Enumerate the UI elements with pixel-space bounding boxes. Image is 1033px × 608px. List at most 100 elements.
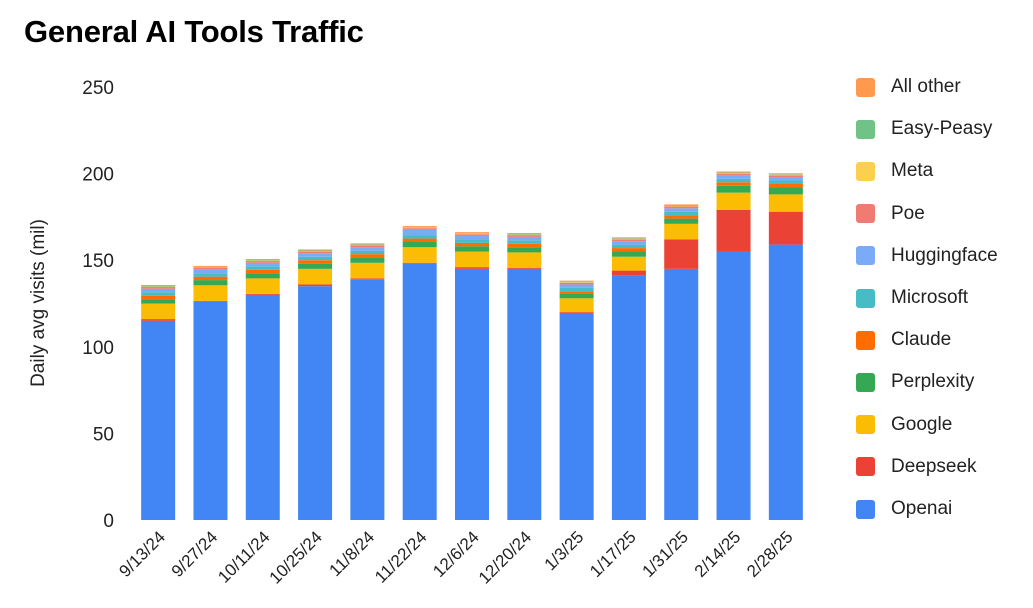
bar-segment-microsoft	[245, 266, 280, 270]
legend-label: Deepseek	[891, 455, 977, 477]
bar-segment-google	[664, 223, 699, 240]
bar-segment-easy-peasy	[559, 281, 594, 283]
bar-segment-claude	[193, 276, 228, 281]
legend-item: Perplexity	[856, 371, 974, 393]
bar-segment-google	[402, 247, 437, 263]
bar-segment-perplexity	[455, 246, 489, 252]
bar-segment-claude	[402, 238, 437, 243]
bar-stack	[611, 237, 646, 520]
x-tick-label: 12/20/24	[475, 527, 535, 587]
bar-segment-perplexity	[141, 299, 176, 304]
chart-title: General AI Tools Traffic	[24, 14, 364, 49]
bar-segment-google	[611, 256, 646, 271]
bar-segment-microsoft	[507, 240, 542, 244]
bar-segment-claude	[716, 182, 751, 186]
bar-segment-openai	[507, 268, 542, 520]
bar-segment-deepseek	[716, 209, 751, 252]
legend-item: Deepseek	[856, 456, 977, 478]
legend-item: Google	[856, 414, 952, 436]
legend-label: Microsoft	[891, 287, 969, 308]
legend-swatch	[856, 415, 875, 435]
legend-label: Perplexity	[891, 371, 975, 393]
bar-segment-perplexity	[193, 280, 228, 286]
bar-segment-easy-peasy	[245, 260, 280, 261]
bar-segment-openai	[716, 251, 751, 521]
bar-segment-microsoft	[664, 211, 699, 216]
bar-segment-meta	[455, 233, 489, 235]
bar-segment-openai	[455, 268, 489, 520]
y-tick-label: 50	[93, 424, 114, 445]
bar-segment-poe	[455, 234, 489, 236]
legend-item: Claude	[856, 329, 951, 351]
bar-stacks	[141, 171, 803, 521]
bar-segment-perplexity	[611, 251, 646, 257]
bar-segment-meta	[507, 234, 542, 236]
x-tick-label: 10/25/24	[266, 527, 326, 587]
bar-segment-perplexity	[402, 242, 437, 248]
bar-segment-claude	[350, 254, 385, 258]
bar-segment-huggingface	[141, 288, 176, 293]
bar-segment-easy-peasy	[716, 172, 751, 174]
bar-segment-perplexity	[350, 257, 385, 263]
bar-segment-deepseek	[298, 284, 333, 287]
legend-label: Easy-Peasy	[891, 118, 993, 140]
bar-segment-perplexity	[507, 247, 542, 253]
legend-label: Huggingface	[891, 244, 998, 266]
bar-segment-deepseek	[768, 211, 803, 245]
bar-segment-poe	[350, 245, 385, 248]
bar-segment-perplexity	[768, 187, 803, 195]
legend-label: Google	[891, 413, 953, 435]
bar-stack	[559, 280, 594, 520]
legend-item: Poe	[856, 203, 925, 225]
bar-segment-openai	[768, 244, 803, 520]
bar-segment-poe	[716, 173, 751, 176]
y-tick-label: 100	[82, 338, 114, 359]
bar-segment-openai	[611, 275, 646, 520]
bar-segment-all-other	[664, 204, 699, 206]
bar-segment-huggingface	[402, 229, 437, 236]
bar-segment-poe	[402, 228, 437, 230]
y-tick-label: 150	[82, 251, 114, 272]
bar-segment-microsoft	[298, 256, 333, 261]
legend-item: Easy-Peasy	[856, 118, 992, 140]
legend-swatch	[856, 330, 875, 350]
bar-stack	[402, 226, 437, 520]
bar-segment-perplexity	[559, 293, 594, 299]
bar-segment-microsoft	[455, 239, 489, 243]
legend-item: Openai	[856, 498, 952, 520]
bar-segment-google	[455, 251, 489, 268]
bar-segment-meta	[402, 227, 437, 229]
legend-label: Openai	[891, 498, 953, 519]
bar-segment-google	[245, 278, 280, 294]
bar-segment-all-other	[350, 243, 385, 245]
bar-segment-poe	[298, 251, 333, 254]
bar-segment-deepseek	[245, 293, 280, 295]
y-axis-title: Daily avg visits (mil)	[28, 219, 49, 387]
legend-swatch	[856, 161, 875, 181]
bar-segment-poe	[559, 282, 594, 285]
bar-segment-meta	[611, 238, 646, 240]
bar-segment-huggingface	[559, 284, 594, 288]
bar-segment-google	[141, 303, 176, 320]
bar-segment-google	[559, 298, 594, 313]
bar-segment-all-other	[559, 280, 594, 282]
bar-segment-openai	[245, 294, 280, 520]
legend-swatch	[856, 372, 875, 392]
legend-label: Poe	[891, 202, 925, 224]
bar-segment-claude	[559, 291, 594, 294]
bar-segment-all-other	[768, 173, 803, 175]
bar-segment-google	[716, 192, 751, 210]
bar-segment-claude	[298, 260, 333, 264]
bar-segment-all-other	[611, 237, 646, 239]
x-tick-label: 11/8/24	[326, 527, 379, 580]
bar-segment-all-other	[507, 233, 542, 235]
bar-segment-claude	[507, 243, 542, 248]
bar-stack	[716, 171, 751, 521]
bar-segment-microsoft	[768, 180, 803, 184]
legend-swatch	[856, 288, 875, 308]
bar-segment-openai	[664, 268, 699, 520]
bar-segment-microsoft	[193, 273, 228, 277]
bar-segment-google	[193, 285, 228, 301]
bar-stack	[768, 173, 803, 520]
bar-segment-openai	[193, 301, 228, 520]
